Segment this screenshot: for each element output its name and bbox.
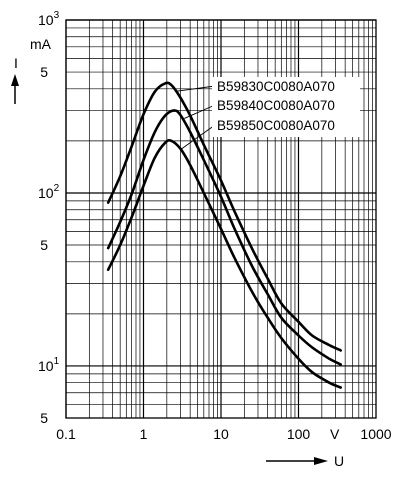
y-tick-label: 103 (38, 10, 60, 28)
legend-leader-3 (181, 124, 216, 150)
x-axis-letter: U (334, 453, 344, 469)
curves (106, 81, 342, 389)
x-tick-label: 100 (287, 426, 311, 442)
series-line-1 (106, 81, 342, 352)
x-tick-label: 10 (213, 426, 229, 442)
y-tick-labels: 103 5 102 5 101 5 (38, 10, 60, 426)
y-tick-label: 102 (38, 183, 60, 201)
legend-entry-3: B59850C0080A070 (217, 118, 335, 133)
y-tick-label: 5 (40, 64, 48, 80)
y-axis-unit: mA (30, 36, 52, 52)
y-axis-arrowhead-icon (11, 74, 19, 86)
legend-leader-2 (184, 104, 216, 119)
x-tick-label: 1000 (360, 426, 391, 442)
legend-entry-2: B59840C0080A070 (217, 98, 335, 113)
legend: B59830C0080A070 B59840C0080A070 B59850C008… (217, 79, 335, 133)
legend-leader-1 (175, 85, 216, 92)
y-tick-label: 101 (38, 356, 60, 374)
legend-box (212, 77, 360, 137)
y-axis-letter: I (14, 55, 18, 71)
series-line-2 (106, 109, 342, 366)
legend-entry-1: B59830C0080A070 (217, 79, 335, 94)
x-tick-label: 0.1 (56, 426, 76, 442)
plot-frame (65, 19, 377, 419)
x-axis-arrowhead-icon (314, 457, 328, 465)
series-line-3 (106, 139, 342, 389)
y-tick-label: 5 (40, 237, 48, 253)
x-tick-label: 1 (140, 426, 148, 442)
x-axis-unit: V (330, 426, 340, 442)
y-tick-label: 5 (40, 410, 48, 426)
x-tick-labels: 0.1 1 10 100 1000 (56, 426, 392, 442)
legend-leaders (175, 85, 216, 150)
